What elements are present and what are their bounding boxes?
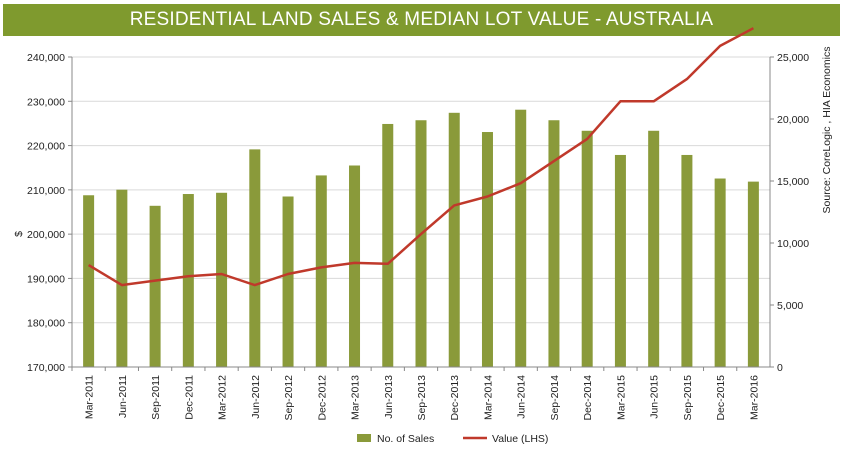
x-tick-label: Dec-2011 [183,375,195,420]
x-tick-label: Mar-2014 [482,375,494,420]
bar-Dec-2015 [714,178,726,367]
x-tick-label: Dec-2012 [316,375,328,421]
left-tick-label: 220,000 [27,141,65,153]
x-tick-label: Mar-2013 [350,375,362,420]
legend-swatch-sales [357,434,371,442]
right-tick-label: 5,000 [777,300,803,312]
bar-Mar-2014 [481,132,493,367]
right-tick-label: 15,000 [777,176,809,188]
x-tick-label: Sep-2015 [682,375,694,421]
bar-Sep-2011 [149,205,161,367]
bar-Jun-2015 [648,130,660,367]
x-tick-label: Jun-2013 [383,375,395,419]
legend-label-sales: No. of Sales [377,433,434,445]
left-tick-label: 200,000 [27,229,65,241]
x-tick-label: Dec-2015 [715,375,727,421]
bar-Mar-2016 [747,181,759,367]
x-tick-label: Dec-2014 [582,375,594,421]
x-tick-label: Sep-2011 [150,375,162,420]
value-line [87,27,754,287]
bar-Jun-2014 [515,109,527,367]
x-tick-label: Dec-2013 [449,375,461,421]
left-axis-label: $ [13,231,25,237]
bar-Jun-2011 [116,189,128,367]
axes [71,57,771,368]
bar-Mar-2011 [83,195,95,367]
x-tick-label: Mar-2011 [84,375,96,419]
x-tick-label: Mar-2012 [217,375,229,420]
left-tick-label: 230,000 [27,96,65,108]
x-tick-label: Jun-2011 [117,375,129,418]
x-tick-label: Sep-2012 [283,375,295,421]
x-tick-label: Mar-2015 [615,375,627,420]
bar-Dec-2012 [315,175,327,367]
x-tick-label: Jun-2015 [649,375,661,419]
left-tick-label: 190,000 [27,273,65,285]
legend-label-value: Value (LHS) [492,433,548,445]
left-tick-label: 210,000 [27,185,65,197]
x-tick-label: Jun-2012 [250,375,262,419]
line-series [87,27,754,287]
bar-Sep-2015 [681,154,693,367]
right-axis-ticks: 0 5,000 10,000 15,000 20,000 25,000 [770,52,809,374]
bar-Jun-2013 [382,123,394,368]
right-tick-label: 20,000 [777,114,809,126]
left-tick-label: 240,000 [27,52,65,64]
right-tick-label: 10,000 [777,238,809,250]
left-tick-label: 180,000 [27,318,65,330]
bar-Dec-2013 [448,112,460,367]
chart-title: RESIDENTIAL LAND SALES & MEDIAN LOT VALU… [3,4,840,36]
x-tick-label: Sep-2013 [416,375,428,421]
source-note: Source: CoreLogic , HIA Economics [821,47,833,214]
bar-Sep-2014 [548,120,560,368]
bar-series [83,109,759,368]
right-tick-label: 25,000 [777,52,809,64]
right-tick-label: 0 [777,362,783,374]
x-axis-ticks: Mar-2011 Jun-2011 Sep-2011 Dec-2011 Mar-2012… [71,367,760,421]
bar-Sep-2013 [415,120,427,368]
bar-Mar-2015 [614,154,626,367]
bar-Dec-2014 [581,130,593,367]
bar-Dec-2011 [182,194,194,367]
bar-Mar-2013 [349,165,361,367]
bar-Sep-2012 [282,196,294,367]
x-tick-label: Jun-2014 [516,375,528,419]
left-tick-label: 170,000 [27,362,65,374]
x-tick-label: Sep-2014 [549,375,561,421]
bar-Mar-2012 [216,192,228,367]
bar-Jun-2012 [249,149,261,367]
legend: No. of Sales Value (LHS) [357,433,548,445]
left-axis-ticks: 170,000 180,000 190,000 200,000 210,000 220,0… [27,52,72,374]
x-tick-label: Mar-2016 [748,375,760,420]
